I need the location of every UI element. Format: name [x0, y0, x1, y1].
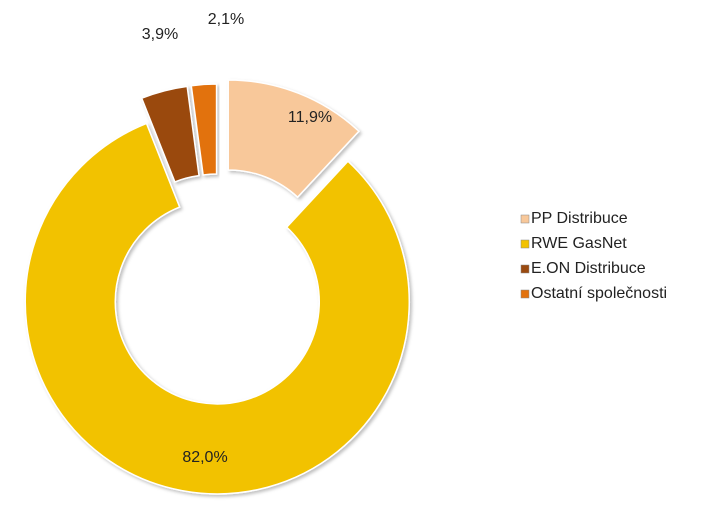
- legend-label: Ostatní společnosti: [531, 285, 667, 302]
- slice: [24, 122, 410, 495]
- legend-label: E.ON Distribuce: [531, 260, 646, 277]
- data-label: 11,9%: [288, 109, 332, 126]
- slice: [190, 83, 218, 176]
- legend: PP Distribuce RWE GasNet E.ON Distribuce Os…: [520, 210, 667, 302]
- data-labels: 11,9% 82,0% 3,9% 2,1%: [142, 11, 332, 466]
- legend-swatch: [520, 289, 530, 299]
- legend-label: PP Distribuce: [531, 210, 628, 227]
- donut: [24, 79, 410, 495]
- data-label: 82,0%: [182, 449, 227, 466]
- legend-label: RWE GasNet: [531, 235, 627, 252]
- data-label: 3,9%: [142, 26, 178, 43]
- legend-swatch: [520, 239, 530, 249]
- slice: [227, 79, 360, 199]
- legend-swatch: [520, 214, 530, 224]
- slice: [140, 85, 200, 183]
- legend-swatch: [520, 264, 530, 274]
- data-label: 2,1%: [208, 11, 244, 28]
